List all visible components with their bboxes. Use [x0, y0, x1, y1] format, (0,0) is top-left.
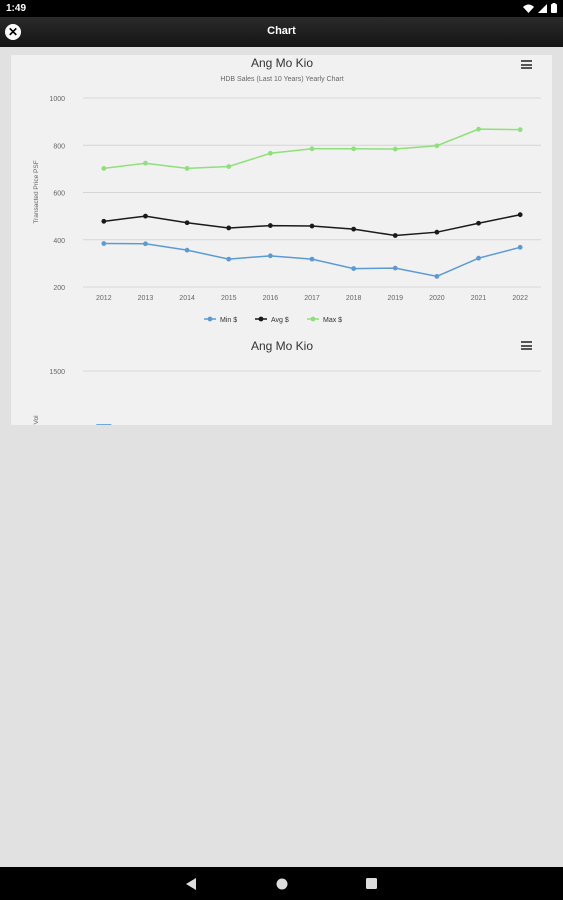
line-chart-y-tick-label: 200: [53, 285, 65, 292]
legend-marker: [207, 316, 213, 322]
legend-item[interactable]: Avg $: [255, 316, 289, 324]
line-chart-data-point[interactable]: [476, 255, 481, 261]
line-chart-x-tick-label: 2014: [179, 295, 195, 302]
bar-chart-title: Ang Mo Kio: [251, 339, 313, 353]
line-chart-data-point[interactable]: [434, 229, 440, 235]
status-bar: 1:49: [0, 0, 563, 17]
line-chart-x-tick-label: 2013: [138, 295, 154, 302]
line-chart-data-point[interactable]: [184, 220, 190, 226]
line-chart-x-tick-label: 2015: [221, 295, 237, 302]
line-chart-data-point[interactable]: [101, 241, 107, 246]
line-chart-x-tick-label: 2020: [429, 295, 445, 302]
line-chart-y-axis-label: Transacted Price PSF: [33, 160, 40, 223]
recents-icon[interactable]: [366, 878, 377, 889]
line-chart-data-point[interactable]: [101, 218, 107, 224]
line-chart-data-point[interactable]: [143, 241, 148, 247]
line-chart-data-point[interactable]: [351, 146, 357, 152]
line-chart-data-point[interactable]: [351, 226, 357, 232]
line-chart-data-point[interactable]: [226, 256, 232, 262]
line-chart-x-tick-label: 2012: [96, 295, 112, 302]
line-chart-data-point[interactable]: [143, 160, 148, 166]
line-chart-x-tick-label: 2016: [263, 295, 279, 302]
navigation-bar: [0, 867, 563, 900]
line-chart-data-point[interactable]: [309, 146, 315, 152]
chart-webview[interactable]: Ang Mo Kio HDB Sales (Last 10 Years) Yea…: [11, 55, 552, 425]
status-time: 1:49: [6, 3, 27, 14]
line-chart-x-tick-label: 2018: [346, 295, 362, 302]
line-chart-x-tick-label: 2019: [387, 295, 403, 302]
line-chart-y-tick-label: 1000: [49, 96, 65, 103]
app-bar: ✕ Chart: [0, 17, 563, 47]
back-icon[interactable]: [186, 878, 197, 890]
line-chart: Ang Mo Kio HDB Sales (Last 10 Years) Yea…: [33, 56, 541, 324]
line-chart-x-tick-label: 2022: [512, 295, 528, 302]
signal-icon: [538, 3, 547, 13]
line-chart-data-point[interactable]: [434, 143, 440, 149]
line-chart-data-point[interactable]: [392, 233, 398, 238]
line-chart-data-point[interactable]: [434, 273, 440, 279]
battery-icon: [551, 3, 557, 13]
legend-item[interactable]: Min $: [204, 316, 237, 324]
line-chart-data-point[interactable]: [476, 220, 481, 226]
line-chart-data-point[interactable]: [267, 150, 273, 156]
bar-chart-bar[interactable]: [96, 424, 112, 425]
line-chart-y-tick-label: 400: [53, 238, 65, 245]
line-chart-data-point[interactable]: [517, 127, 523, 133]
line-chart-y-tick-label: 800: [53, 143, 65, 150]
line-chart-menu-button[interactable]: [521, 60, 532, 69]
line-chart-data-point[interactable]: [184, 166, 190, 171]
line-chart-data-point[interactable]: [226, 164, 232, 169]
line-chart-data-point[interactable]: [101, 166, 107, 171]
line-chart-data-point[interactable]: [184, 247, 190, 253]
close-button[interactable]: ✕: [5, 24, 21, 40]
line-chart-data-point[interactable]: [309, 256, 315, 262]
close-icon: ✕: [7, 25, 19, 39]
line-chart-title: Ang Mo Kio: [251, 56, 313, 70]
line-chart-y-tick-label: 600: [53, 191, 65, 198]
legend-label: Min $: [220, 317, 237, 324]
home-icon[interactable]: [276, 878, 288, 890]
line-chart-data-point[interactable]: [517, 244, 523, 250]
line-chart-data-point[interactable]: [392, 265, 398, 271]
line-chart-data-point[interactable]: [392, 146, 398, 152]
bar-chart-y-axis-label: Vol: [33, 415, 40, 425]
legend-label: Max $: [323, 317, 342, 324]
wifi-icon: [523, 4, 534, 13]
line-chart-x-tick-label: 2021: [471, 295, 487, 302]
content-area: Ang Mo Kio HDB Sales (Last 10 Years) Yea…: [0, 47, 563, 867]
legend-marker: [258, 316, 264, 322]
line-chart-data-point[interactable]: [476, 126, 481, 132]
line-chart-data-point[interactable]: [517, 212, 523, 218]
status-icons: [523, 3, 557, 13]
line-chart-x-tick-label: 2017: [304, 295, 320, 302]
legend-item[interactable]: Max $: [307, 316, 342, 324]
line-chart-data-point[interactable]: [351, 266, 357, 271]
line-chart-data-point[interactable]: [267, 223, 273, 228]
bar-chart-menu-button[interactable]: [521, 341, 532, 350]
bar-chart-y-tick-label: 1500: [49, 369, 65, 376]
line-chart-data-point[interactable]: [267, 253, 273, 259]
legend-marker: [310, 316, 316, 322]
app-title: Chart: [267, 25, 296, 37]
line-chart-subtitle: HDB Sales (Last 10 Years) Yearly Chart: [220, 76, 343, 83]
line-chart-data-point[interactable]: [226, 225, 232, 231]
legend-label: Avg $: [271, 317, 289, 324]
line-chart-data-point[interactable]: [143, 213, 148, 219]
line-chart-data-point[interactable]: [309, 223, 315, 229]
